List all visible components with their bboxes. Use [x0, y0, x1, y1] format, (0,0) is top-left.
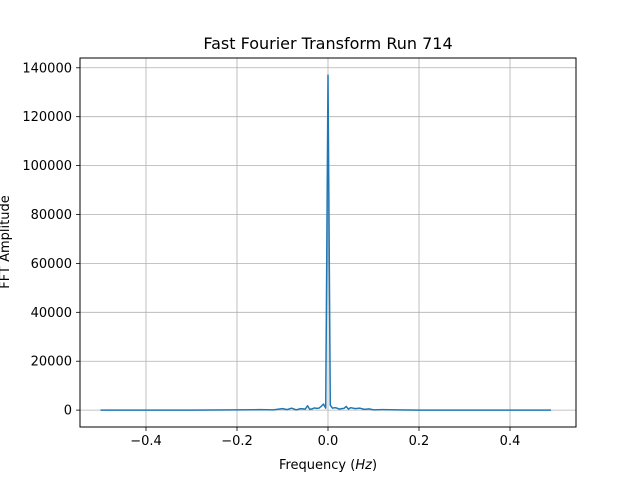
y-tick-label: 120000 [22, 110, 72, 125]
y-tick-label: 100000 [22, 159, 72, 174]
y-tick-label: 60000 [31, 257, 72, 272]
y-tick-label: 40000 [31, 306, 72, 321]
y-tick-label: 140000 [22, 61, 72, 76]
x-axis-label-prefix: Frequency ( [279, 458, 355, 473]
y-axis-ticks: 0 20000 40000 60000 80000 100000 120000 140000 [22, 61, 80, 419]
y-tick-label: 80000 [31, 208, 72, 223]
y-tick-label: 20000 [31, 355, 72, 370]
x-axis-label-suffix: ) [372, 458, 377, 473]
x-axis-ticks: −0.4 −0.2 0.0 0.2 0.4 [130, 427, 520, 449]
chart-title: Fast Fourier Transform Run 714 [203, 34, 452, 53]
y-axis-label: FFT Amplitude [0, 195, 13, 288]
series-line [100, 74, 551, 411]
y-tick-label: 0 [64, 404, 72, 419]
x-tick-label: −0.4 [130, 434, 162, 449]
x-tick-label: 0.0 [318, 434, 339, 449]
series-layer [100, 74, 551, 411]
x-axis-label-unit: Hz [355, 458, 373, 473]
x-tick-label: −0.2 [221, 434, 253, 449]
x-axis-label: Frequency (Hz) [279, 458, 377, 473]
x-tick-label: 0.4 [500, 434, 521, 449]
x-tick-label: 0.2 [409, 434, 430, 449]
